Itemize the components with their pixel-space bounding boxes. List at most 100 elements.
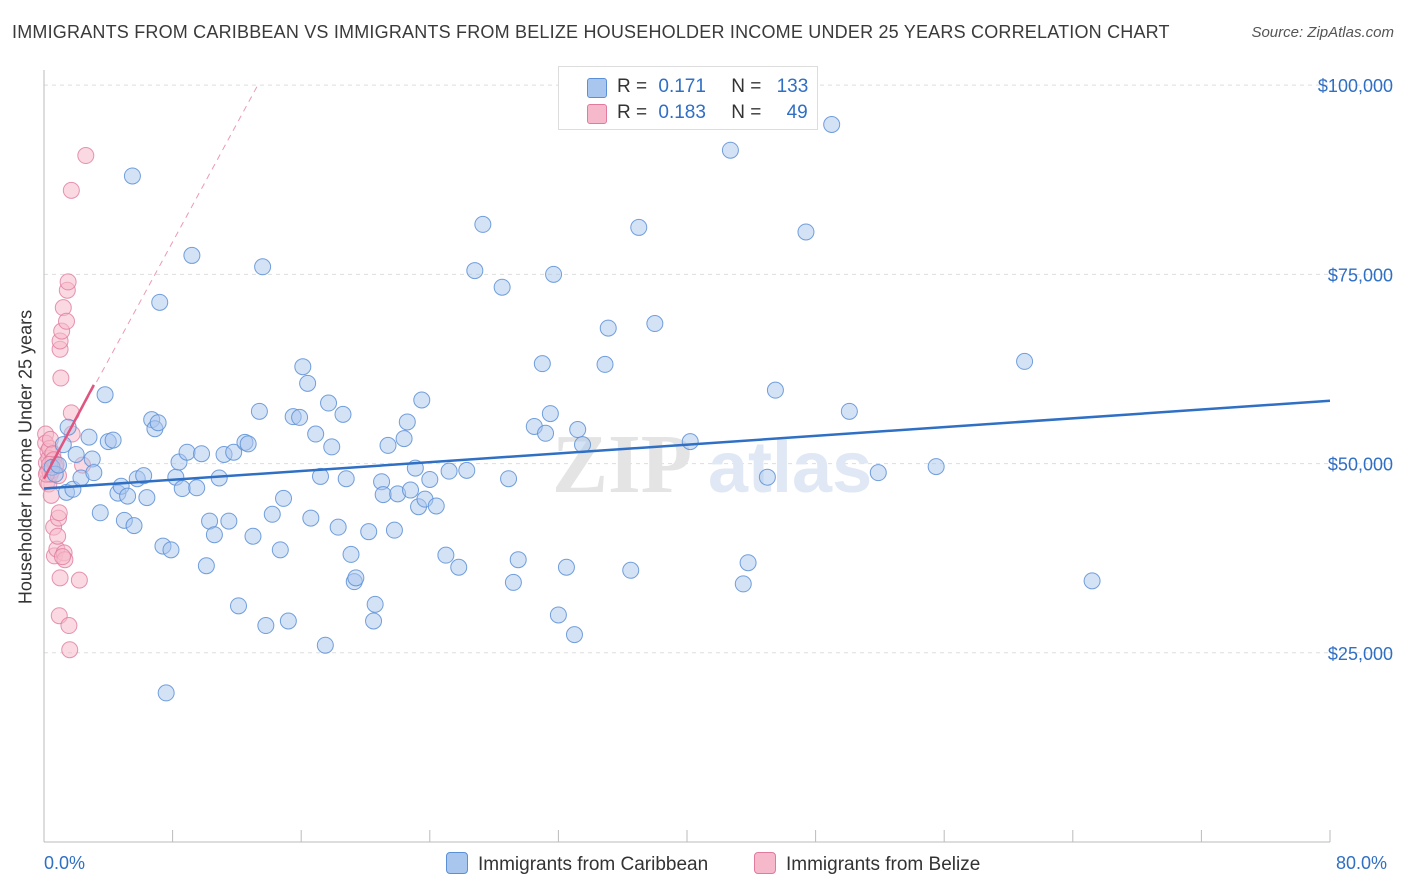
caribbean-point (239, 435, 257, 453)
caribbean-point (379, 436, 397, 454)
caribbean-point (275, 489, 293, 507)
caribbean-point (569, 421, 587, 439)
caribbean-point (323, 438, 341, 456)
caribbean-point (599, 319, 617, 337)
chart-title: IMMIGRANTS FROM CARIBBEAN VS IMMIGRANTS … (12, 22, 1170, 42)
legend-swatch-caribbean (446, 852, 468, 874)
caribbean-point (509, 551, 527, 569)
caribbean-point (307, 425, 325, 443)
caribbean-point (138, 489, 156, 507)
belize-point (61, 641, 79, 659)
y-tick-label: $75,000 (1328, 265, 1393, 285)
caribbean-point (257, 617, 275, 635)
belize-point (49, 527, 67, 545)
caribbean-point (263, 505, 281, 523)
caribbean-point (421, 470, 439, 488)
caribbean-point (342, 545, 360, 563)
y-tick-label: $100,000 (1318, 76, 1393, 96)
caribbean-point (758, 468, 776, 486)
caribbean-point (329, 518, 347, 536)
caribbean-point (385, 521, 403, 539)
caribbean-point (493, 278, 511, 296)
caribbean-point (927, 458, 945, 476)
legend-swatch-belize (587, 104, 607, 124)
belize-point (59, 273, 77, 291)
caribbean-point (294, 358, 312, 376)
caribbean-point (823, 115, 841, 133)
caribbean-point (474, 215, 492, 233)
legend-n-label: N = (731, 102, 762, 123)
belize-trend-line (42, 384, 95, 480)
caribbean-point (162, 541, 180, 559)
caribbean-point (225, 443, 243, 461)
caribbean-point (220, 512, 238, 530)
caribbean-point (360, 523, 378, 541)
belize-point (62, 181, 80, 199)
caribbean-point (250, 402, 268, 420)
caribbean-point (596, 355, 614, 373)
caribbean-point (630, 218, 648, 236)
caribbean-point (797, 223, 815, 241)
caribbean-point (537, 424, 555, 442)
caribbean-point (67, 445, 85, 463)
caribbean-point (413, 391, 431, 409)
caribbean-point (1083, 572, 1101, 590)
legend-r-value: 0.183 (658, 102, 706, 123)
source-label: Source: ZipAtlas.com (1251, 24, 1394, 41)
belize-point (42, 486, 60, 504)
caribbean-point (291, 408, 309, 426)
grid (44, 84, 1394, 654)
legend-n-value: 49 (786, 102, 808, 123)
x-tick-label-min: 0.0% (44, 853, 86, 873)
caribbean-point (402, 481, 420, 499)
caribbean-point (302, 509, 320, 527)
caribbean-point (244, 527, 262, 545)
caribbean-point (466, 262, 484, 280)
legend-n-label: N = (731, 76, 762, 97)
caribbean-point (183, 246, 201, 264)
caribbean-point (151, 293, 169, 311)
caribbean-point (545, 265, 563, 283)
caribbean-points (43, 115, 1101, 702)
x-tick-label-max: 80.0% (1336, 853, 1388, 873)
belize-point (58, 312, 76, 330)
belize-point (53, 548, 71, 566)
caribbean-point (622, 561, 640, 579)
caribbean-point (427, 497, 445, 515)
legend-swatch-caribbean (587, 78, 607, 98)
caribbean-point (366, 595, 384, 613)
caribbean-point (440, 462, 458, 480)
y-axis-title: Householder Income Under 25 years (15, 309, 36, 605)
legend-n-value: 133 (776, 76, 809, 97)
caribbean-point (374, 486, 392, 504)
legend-label-caribbean: Immigrants from Caribbean (478, 854, 709, 875)
caribbean-point (316, 636, 334, 654)
caribbean-point (135, 467, 153, 485)
caribbean-point (123, 167, 141, 185)
caribbean-point (504, 573, 522, 591)
caribbean-point (681, 433, 699, 451)
caribbean-point (193, 445, 211, 463)
caribbean-point (96, 386, 114, 404)
bottom-legend-caribbean[interactable]: Immigrants from Caribbean (446, 852, 708, 876)
caribbean-point (565, 626, 583, 644)
legend-r-label: R = (617, 102, 648, 123)
caribbean-point (347, 569, 365, 587)
caribbean-point (254, 258, 272, 276)
caribbean-point (541, 405, 559, 423)
caribbean-point (125, 517, 143, 535)
caribbean-point (157, 684, 175, 702)
caribbean-trend-line (43, 399, 1331, 490)
caribbean-point (646, 315, 664, 333)
caribbean-point (869, 464, 887, 482)
legend-r-value: 0.171 (658, 76, 706, 97)
caribbean-point (500, 470, 518, 488)
caribbean-point (271, 541, 289, 559)
y-tick-label: $50,000 (1328, 455, 1393, 475)
belize-point (50, 504, 68, 522)
bottom-legend-belize[interactable]: Immigrants from Belize (754, 852, 980, 876)
caribbean-point (299, 374, 317, 392)
caribbean-point (557, 558, 575, 576)
caribbean-point (334, 405, 352, 423)
